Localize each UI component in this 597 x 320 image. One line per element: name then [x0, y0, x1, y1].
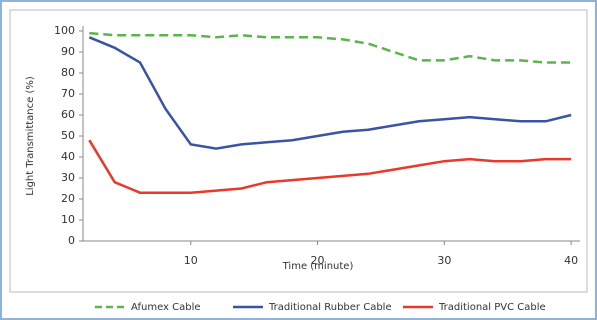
- chart-box: [9, 9, 588, 293]
- x-tick-label: 30: [437, 254, 451, 267]
- series-line: [88, 36, 572, 150]
- legend-label: Traditional Rubber Cable: [268, 302, 392, 313]
- series-line: [89, 31, 572, 64]
- y-tick-label: 100: [54, 24, 75, 37]
- y-tick-label: 10: [61, 213, 75, 226]
- x-tick-label: 10: [184, 254, 198, 267]
- y-tick-label: 70: [61, 87, 75, 100]
- y-tick-label: 40: [61, 150, 75, 163]
- x-axis-title: Time (minute): [282, 261, 354, 272]
- legend-label: Afumex Cable: [131, 302, 201, 313]
- x-tick-label: 40: [564, 254, 578, 267]
- y-tick-label: 90: [61, 45, 75, 58]
- y-tick-label: 50: [61, 129, 75, 142]
- y-tick-label: 30: [61, 171, 75, 184]
- series-line: [88, 139, 572, 194]
- x-tick-label: 20: [311, 254, 325, 267]
- y-tick-label: 60: [61, 108, 75, 121]
- y-tick-label: 20: [61, 192, 75, 205]
- y-tick-label: 0: [68, 234, 75, 247]
- y-axis-title: Light Transmittance (%): [25, 76, 36, 196]
- legend-label: Traditional PVC Cable: [438, 302, 546, 313]
- y-tick-label: 80: [61, 66, 75, 79]
